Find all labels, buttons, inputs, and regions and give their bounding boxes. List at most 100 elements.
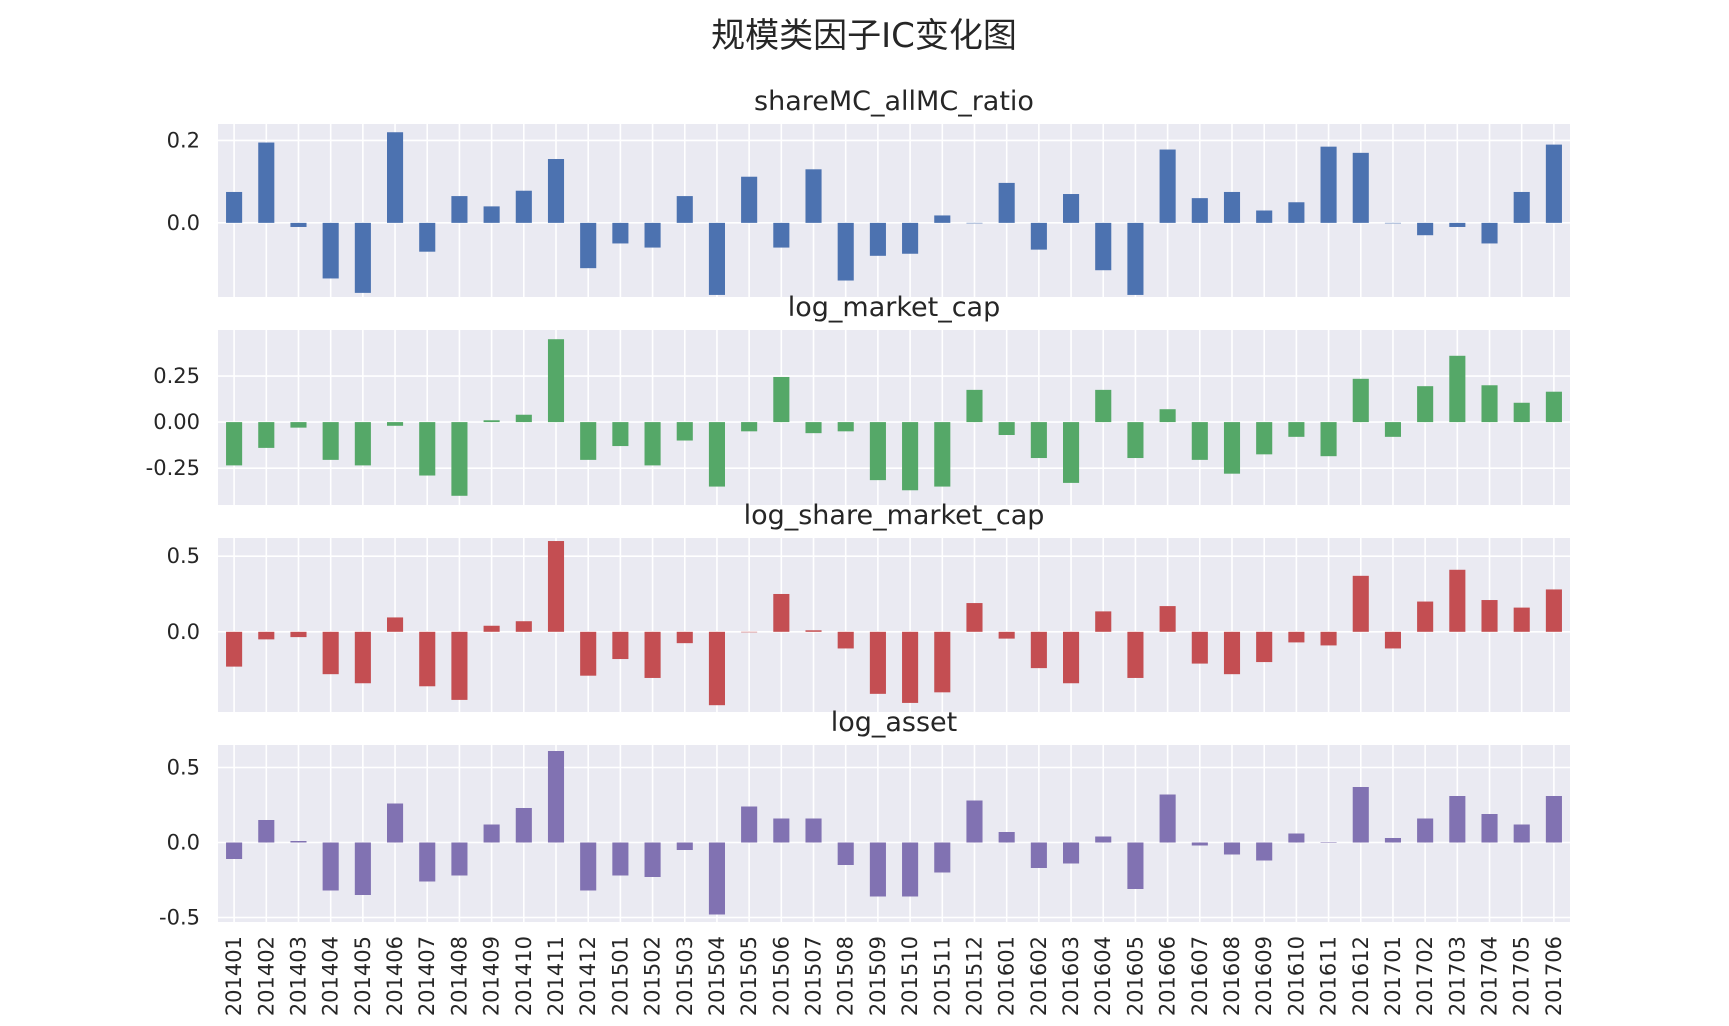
bar-201411 (547, 541, 565, 632)
bar-201611 (1320, 146, 1337, 223)
bar-201607 (1191, 198, 1208, 223)
bar-201507 (805, 818, 822, 843)
bar-201504 (708, 222, 725, 295)
bar-201510 (902, 842, 919, 897)
bar-201701 (1384, 422, 1401, 437)
bar-201701 (1384, 222, 1401, 224)
bar-201508 (837, 222, 854, 281)
subplot-background (218, 330, 1570, 505)
bar-201605 (1127, 842, 1144, 889)
bar-201510 (902, 422, 919, 491)
x-tick-label: 201511 (930, 936, 954, 1016)
y-tick-label: 0.5 (167, 756, 200, 780)
x-tick-label: 201604 (1091, 936, 1115, 1016)
subplot-1: 0.0 0.2 shareMC_allMC_ratio (167, 86, 1570, 297)
bar-201609 (1256, 422, 1273, 455)
x-tick-label: 201706 (1542, 936, 1566, 1016)
bar-201407 (419, 222, 436, 252)
bar-201705 (1513, 191, 1530, 223)
bar-201705 (1513, 824, 1530, 843)
x-tick-label: 201404 (319, 936, 343, 1016)
bar-201601 (998, 631, 1015, 639)
bar-201406 (387, 132, 404, 223)
bar-201604 (1095, 389, 1112, 423)
bar-201512 (966, 222, 983, 224)
bar-201705 (1513, 402, 1530, 423)
bar-201406 (387, 617, 404, 632)
x-tick-label: 201405 (351, 936, 375, 1016)
bar-201603 (1063, 842, 1080, 864)
bar-201409 (483, 206, 500, 223)
figure-title: 规模类因子IC变化图 (711, 16, 1017, 56)
bar-201509 (869, 222, 886, 256)
x-tick-label: 201602 (1027, 936, 1051, 1016)
subplot-3: 0.0 0.5 log_share_market_cap (167, 500, 1570, 712)
x-tick-label: 201605 (1123, 936, 1147, 1016)
y-tick-label: 0.0 (167, 620, 200, 644)
y-tick-label: 0.0 (167, 211, 200, 235)
bar-201508 (837, 422, 854, 432)
x-tick-label: 201409 (480, 936, 504, 1016)
bar-201403 (290, 841, 307, 843)
subplot-title: log_asset (831, 707, 958, 738)
x-tick-label: 201612 (1349, 936, 1373, 1016)
bar-201407 (419, 842, 436, 882)
bar-201508 (837, 631, 854, 649)
x-tick-label: 201508 (834, 936, 858, 1016)
bar-201501 (612, 631, 629, 660)
x-tick-label: 201703 (1445, 936, 1469, 1016)
bar-201411 (547, 339, 565, 423)
bar-201502 (644, 422, 661, 466)
x-tick-label: 201705 (1510, 936, 1534, 1016)
x-tick-label: 201502 (641, 936, 665, 1016)
bar-201511 (934, 842, 951, 873)
bar-201503 (676, 422, 693, 441)
subplot-title: log_share_market_cap (744, 500, 1045, 531)
bar-201505 (741, 631, 758, 633)
bar-201609 (1256, 210, 1273, 223)
bar-201704 (1481, 385, 1498, 423)
bar-201608 (1223, 422, 1241, 474)
bar-201407 (419, 422, 436, 476)
bar-201502 (644, 631, 661, 678)
bar-201611 (1320, 842, 1337, 843)
bar-201608 (1223, 631, 1241, 675)
bar-201611 (1320, 422, 1337, 457)
bar-201610 (1288, 631, 1305, 643)
bar-201703 (1449, 569, 1466, 632)
x-tick-label: 201701 (1381, 936, 1405, 1016)
bar-201402 (258, 820, 275, 843)
bar-201409 (483, 420, 500, 423)
bar-201506 (773, 222, 790, 248)
bar-201404 (322, 631, 339, 675)
bar-201509 (869, 422, 886, 481)
bar-201411 (547, 159, 565, 223)
bar-201407 (419, 631, 436, 687)
bar-201409 (483, 824, 500, 843)
bar-201505 (741, 422, 758, 432)
bar-201602 (1030, 631, 1047, 669)
y-tick-label: -0.5 (159, 906, 200, 930)
bar-201503 (676, 196, 693, 223)
bar-201610 (1288, 202, 1305, 223)
bar-201506 (773, 376, 790, 423)
bar-201502 (644, 842, 661, 877)
bar-201612 (1352, 378, 1369, 423)
bar-201405 (354, 842, 371, 895)
bar-201401 (226, 842, 243, 859)
bar-201403 (290, 631, 307, 638)
bar-201601 (998, 832, 1015, 843)
bar-201605 (1127, 631, 1144, 678)
bar-201402 (258, 142, 275, 223)
x-tick-label: 201403 (286, 936, 310, 1016)
bar-201706 (1545, 796, 1562, 843)
bar-201706 (1545, 391, 1562, 423)
bar-201408 (451, 842, 468, 876)
bar-201411 (547, 751, 565, 843)
bar-201501 (612, 222, 629, 244)
bar-201512 (966, 389, 983, 423)
bar-201703 (1449, 355, 1466, 423)
x-tick-label: 201411 (544, 936, 568, 1016)
bar-201701 (1384, 631, 1401, 649)
